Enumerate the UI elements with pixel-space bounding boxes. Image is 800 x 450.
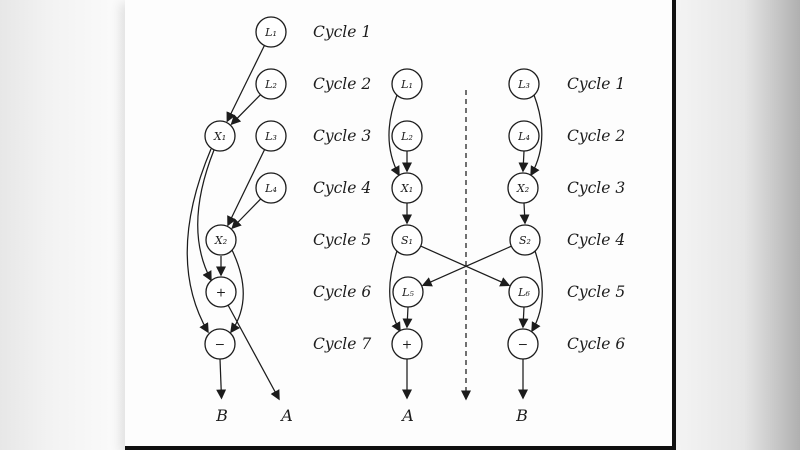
cycle-label: Cycle 2 [567,127,625,145]
cycle-label: Cycle 4 [313,179,371,197]
node-left-add [205,276,237,308]
edge-s1-add [389,250,401,333]
node-left-x1 [204,120,236,152]
document-page: L₁ L₂ X₁ L₃ L₄ X₂ + − Cycle 1 Cycle 2 Cy… [125,0,676,450]
split-left-nodes: L₁ L₂ X₁ S₁ L₅ + [391,68,424,360]
node-mid-add [391,328,423,360]
cycle-label: Cycle 6 [567,335,625,353]
node-right-l4 [508,120,540,152]
cycle-label: Cycle 6 [313,283,371,301]
node-mid-add-label: + [402,337,412,352]
node-right-s2-label: S₂ [519,234,531,247]
left-schedule-edges [186,45,280,401]
node-left-l2 [255,68,287,100]
cycle-label: Cycle 5 [313,231,371,249]
edge-rl4-rx2 [518,150,529,173]
node-left-x2-label: X₂ [214,234,227,247]
node-left-l3 [255,120,287,152]
split-left-edges [388,94,511,400]
output-label-a-mid: A [400,406,414,425]
node-mid-s1-label: S₁ [401,234,413,247]
output-label-b-right: B [515,406,528,425]
node-right-l4-label: L₄ [517,130,530,143]
node-right-l3 [508,68,540,100]
edge-sub-outb [216,358,227,400]
node-right-x2-label: X₂ [516,182,529,195]
edge-rx2-s2 [519,202,530,225]
edge-x1-sub [186,148,212,334]
edge-ml1-mx1 [388,94,400,177]
edge-l1-x1 [226,45,265,123]
output-label-b: B [215,406,228,425]
node-right-sub [507,328,539,360]
node-right-x2 [507,172,539,204]
split-right-edges [421,94,543,400]
cycle-label: Cycle 4 [567,231,625,249]
node-right-l6-label: L₆ [517,286,530,299]
edge-x2-sub [230,249,244,334]
pipeline-schedule-diagram: L₁ L₂ X₁ L₃ L₄ X₂ + − Cycle 1 Cycle 2 Cy… [186,16,625,425]
edge-l5-add [402,306,413,329]
edge-s1-l6-cross [420,245,511,287]
output-label-a: A [279,406,293,425]
cycle-label: Cycle 1 [313,23,371,41]
left-schedule-nodes: L₁ L₂ X₁ L₃ L₄ X₂ + − [204,16,287,360]
edge-l3-x2 [227,149,266,227]
node-mid-l1 [391,68,423,100]
cycle-label: Cycle 1 [567,75,625,93]
cycle-label: Cycle 7 [313,335,371,353]
split-schedule-cycle-labels: Cycle 1 Cycle 2 Cycle 3 Cycle 4 Cycle 5 … [567,75,625,353]
edge-s2-sub [531,250,543,333]
node-left-x2 [205,224,237,256]
edge-add-outa [227,304,280,401]
edge-rl3-rx2 [530,94,543,177]
node-mid-x1-label: X₁ [400,182,413,195]
node-left-x1-label: X₁ [213,130,226,143]
edge-l6-sub [518,306,529,329]
edge-s2-l5-cross [421,245,512,287]
node-left-sub [204,328,236,360]
node-left-l3-label: L₃ [264,130,277,143]
node-mid-l5-highlighted [392,276,424,308]
edge-l2-x1 [230,94,261,126]
node-left-l1-label: L₁ [264,26,277,39]
node-left-add-label: + [216,285,226,300]
node-right-s2-highlighted [509,224,541,256]
node-mid-l2 [391,120,423,152]
split-right-nodes: L₃ L₄ X₂ S₂ L₆ − [507,68,541,360]
node-mid-l5-label: L₅ [401,286,414,299]
node-left-l2-label: L₂ [264,78,277,91]
cycle-label: Cycle 2 [313,75,371,93]
node-right-l3-label: L₃ [517,78,530,91]
node-mid-l1-label: L₁ [400,78,413,91]
cycle-label: Cycle 5 [567,283,625,301]
cycle-label: Cycle 3 [313,127,371,145]
node-mid-l2-label: L₂ [400,130,413,143]
edge-l4-x2 [231,198,262,230]
edge-x1-add [197,149,215,282]
node-left-l4 [255,172,287,204]
node-mid-s1-highlighted [391,224,423,256]
node-right-sub-label: − [518,337,528,352]
node-left-sub-label: − [215,337,225,352]
node-right-l6-highlighted [508,276,540,308]
node-mid-x1 [391,172,423,204]
node-left-l1 [255,16,287,48]
cycle-label: Cycle 3 [567,179,625,197]
left-schedule-cycle-labels: Cycle 1 Cycle 2 Cycle 3 Cycle 4 Cycle 5 … [313,23,371,353]
node-left-l4-label: L₄ [264,182,277,195]
